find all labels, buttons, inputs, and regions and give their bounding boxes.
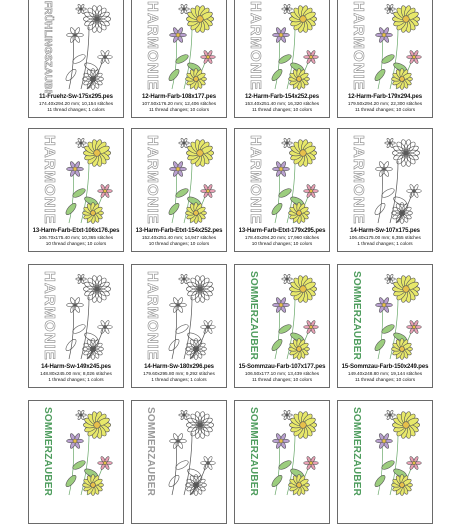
design-thumbnail-card[interactable]: SOMMERZAUBER 15-Sommzau-Farb-150x249.pes 1…: [337, 264, 433, 388]
dimensions-stitches-label: 106.50x177.10 mm; 13,439 stitches: [244, 371, 320, 376]
file-name-label: 15-Sommzau-Farb-107x177.pes: [238, 364, 326, 370]
thread-changes-label: 11 thread changes; 10 colors: [251, 107, 313, 112]
thread-changes-label: 11 thread changes; 10 colors: [354, 377, 416, 382]
design-thumbnail-card[interactable]: SOMMERZAUBER 15-Sommzau-Farb-107x177.pes 1…: [234, 264, 330, 388]
thread-changes-label: 11 thread changes; 10 colors: [354, 107, 416, 112]
dimensions-stitches-label: 174.40x294.20 mm; 10,154 stitches: [38, 101, 114, 106]
design-thumbnail-card[interactable]: HARMONIE 14-Harm-Sw-180x296.pes 179.60x295…: [131, 264, 227, 388]
thread-changes-label: 11 thread changes; 10 colors: [148, 107, 210, 112]
design-thumbnail-card[interactable]: HARMONIE 12-Harm-Farb-108x177.pes 107.50x1…: [131, 0, 227, 118]
design-thumbnail-card[interactable]: HARMONIE 13-Harm-Farb-Etxt-179x295.pes 178…: [234, 128, 330, 252]
design-word-text: SOMMERZAUBER: [248, 271, 259, 361]
design-preview-image: HARMONIE: [247, 1, 319, 91]
design-preview-image: HARMONIE: [350, 1, 422, 91]
file-name-label: 11-Fruehz-Sw-175x295.pes: [39, 94, 113, 100]
design-thumbnail-card[interactable]: HARMONIE 13-Harm-Farb-Etxt-106x176.pes 106…: [28, 128, 124, 252]
design-preview-image: HARMONIE: [247, 135, 319, 225]
thread-changes-label: 11 thread changes; 1 colors: [47, 107, 105, 112]
design-preview-image: SOMMERZAUBER: [145, 407, 216, 497]
design-word-text: SOMMERZAUBER: [248, 407, 259, 497]
dimensions-stitches-label: 107.50x176.20 mm; 12,406 stitches: [141, 101, 217, 106]
dimensions-stitches-label: 106.40x175.00 mm; 6,355 stitches: [349, 235, 421, 240]
thread-changes-label: 10 thread changes; 10 colors: [45, 241, 107, 246]
design-word-text: HARMONIE: [247, 135, 264, 225]
thread-changes-label: 1 thread changes; 1 colors: [357, 241, 413, 246]
design-preview-image: HARMONIE: [144, 271, 216, 361]
thread-changes-label: 10 thread changes; 10 colors: [251, 241, 313, 246]
design-preview-image: FRÜHLINGSZAUBER: [42, 1, 113, 93]
design-preview-image: SOMMERZAUBER: [248, 271, 319, 361]
design-preview-image: HARMONIE: [41, 271, 113, 361]
design-word-text: HARMONIE: [247, 1, 264, 91]
dimensions-stitches-label: 106.70x175.40 mm; 10,365 stitches: [38, 235, 114, 240]
dimensions-stitches-label: 149.40x248.80 mm; 19,144 stitches: [347, 371, 423, 376]
file-name-label: 13-Harm-Farb-Etxt-154x252.pes: [135, 228, 223, 234]
file-name-label: 13-Harm-Farb-Etxt-179x295.pes: [238, 228, 326, 234]
design-thumbnail-card[interactable]: HARMONIE 12-Harm-Farb-179x294.pes 179.50x2…: [337, 0, 433, 118]
design-word-text: SOMMERZAUBER: [42, 407, 53, 497]
design-thumbnail-card[interactable]: HARMONIE 13-Harm-Farb-Etxt-154x252.pes 152…: [131, 128, 227, 252]
design-preview-image: HARMONIE: [41, 135, 113, 225]
dimensions-stitches-label: 178.40x294.20 mm; 17,960 stitches: [244, 235, 320, 240]
dimensions-stitches-label: 152.40x251.40 mm; 14,947 stitches: [141, 235, 217, 240]
design-preview-image: HARMONIE: [144, 135, 216, 225]
dimensions-stitches-label: 179.50x294.20 mm; 22,300 stitches: [347, 101, 423, 106]
design-thumbnail-card[interactable]: SOMMERZAUBER: [234, 400, 330, 524]
design-word-text: HARMONIE: [144, 1, 161, 91]
design-word-text: HARMONIE: [144, 271, 161, 361]
design-word-text: SOMMERZAUBER: [145, 407, 156, 497]
design-word-text: HARMONIE: [350, 135, 367, 225]
design-word-text: HARMONIE: [41, 271, 58, 361]
design-preview-image: SOMMERZAUBER: [351, 407, 422, 497]
design-word-text: SOMMERZAUBER: [351, 407, 362, 497]
design-thumbnail-card[interactable]: SOMMERZAUBER: [337, 400, 433, 524]
design-preview-image: SOMMERZAUBER: [248, 407, 319, 497]
file-name-label: 13-Harm-Farb-Etxt-106x176.pes: [32, 228, 120, 234]
thread-changes-label: 1 thread changes; 1 colors: [48, 377, 104, 382]
file-name-label: 14-Harm-Sw-180x296.pes: [144, 364, 214, 370]
dimensions-stitches-label: 179.60x295.80 mm; 9,292 stitches: [143, 371, 215, 376]
design-thumbnail-card[interactable]: HARMONIE 14-Harm-Sw-107x175.pes 106.40x175…: [337, 128, 433, 252]
design-word-text: HARMONIE: [144, 135, 161, 225]
thread-changes-label: 10 thread changes; 10 colors: [148, 241, 210, 246]
dimensions-stitches-label: 153.40x251.40 mm; 16,320 stitches: [244, 101, 320, 106]
design-thumbnail-card[interactable]: FRÜHLINGSZAUBER 11-Fruehz-Sw-175x295.pes 1…: [28, 0, 124, 118]
design-word-text: FRÜHLINGSZAUBER: [42, 1, 55, 93]
design-word-text: HARMONIE: [350, 1, 367, 91]
design-preview-image: HARMONIE: [144, 1, 216, 91]
file-name-label: 14-Harm-Sw-107x175.pes: [350, 228, 420, 234]
design-preview-image: SOMMERZAUBER: [42, 407, 113, 497]
design-word-text: HARMONIE: [41, 135, 58, 225]
file-name-label: 14-Harm-Sw-149x245.pes: [41, 364, 111, 370]
file-name-label: 15-Sommzau-Farb-150x249.pes: [341, 364, 429, 370]
dimensions-stitches-label: 148.80x245.00 mm; 8,026 stitches: [40, 371, 112, 376]
design-preview-image: HARMONIE: [350, 135, 422, 225]
thread-changes-label: 1 thread changes; 1 colors: [151, 377, 207, 382]
design-thumbnail-card[interactable]: HARMONIE 14-Harm-Sw-149x245.pes 148.80x245…: [28, 264, 124, 388]
design-word-text: SOMMERZAUBER: [351, 271, 362, 361]
thread-changes-label: 11 thread changes; 10 colors: [251, 377, 313, 382]
design-thumbnail-card[interactable]: SOMMERZAUBER: [131, 400, 227, 524]
design-thumbnail-card[interactable]: SOMMERZAUBER: [28, 400, 124, 524]
design-preview-image: SOMMERZAUBER: [351, 271, 422, 361]
file-name-label: 12-Harm-Farb-179x294.pes: [348, 94, 422, 100]
file-name-label: 12-Harm-Farb-154x252.pes: [245, 94, 319, 100]
design-thumbnail-card[interactable]: HARMONIE 12-Harm-Farb-154x252.pes 153.40x2…: [234, 0, 330, 118]
file-name-label: 12-Harm-Farb-108x177.pes: [142, 94, 216, 100]
